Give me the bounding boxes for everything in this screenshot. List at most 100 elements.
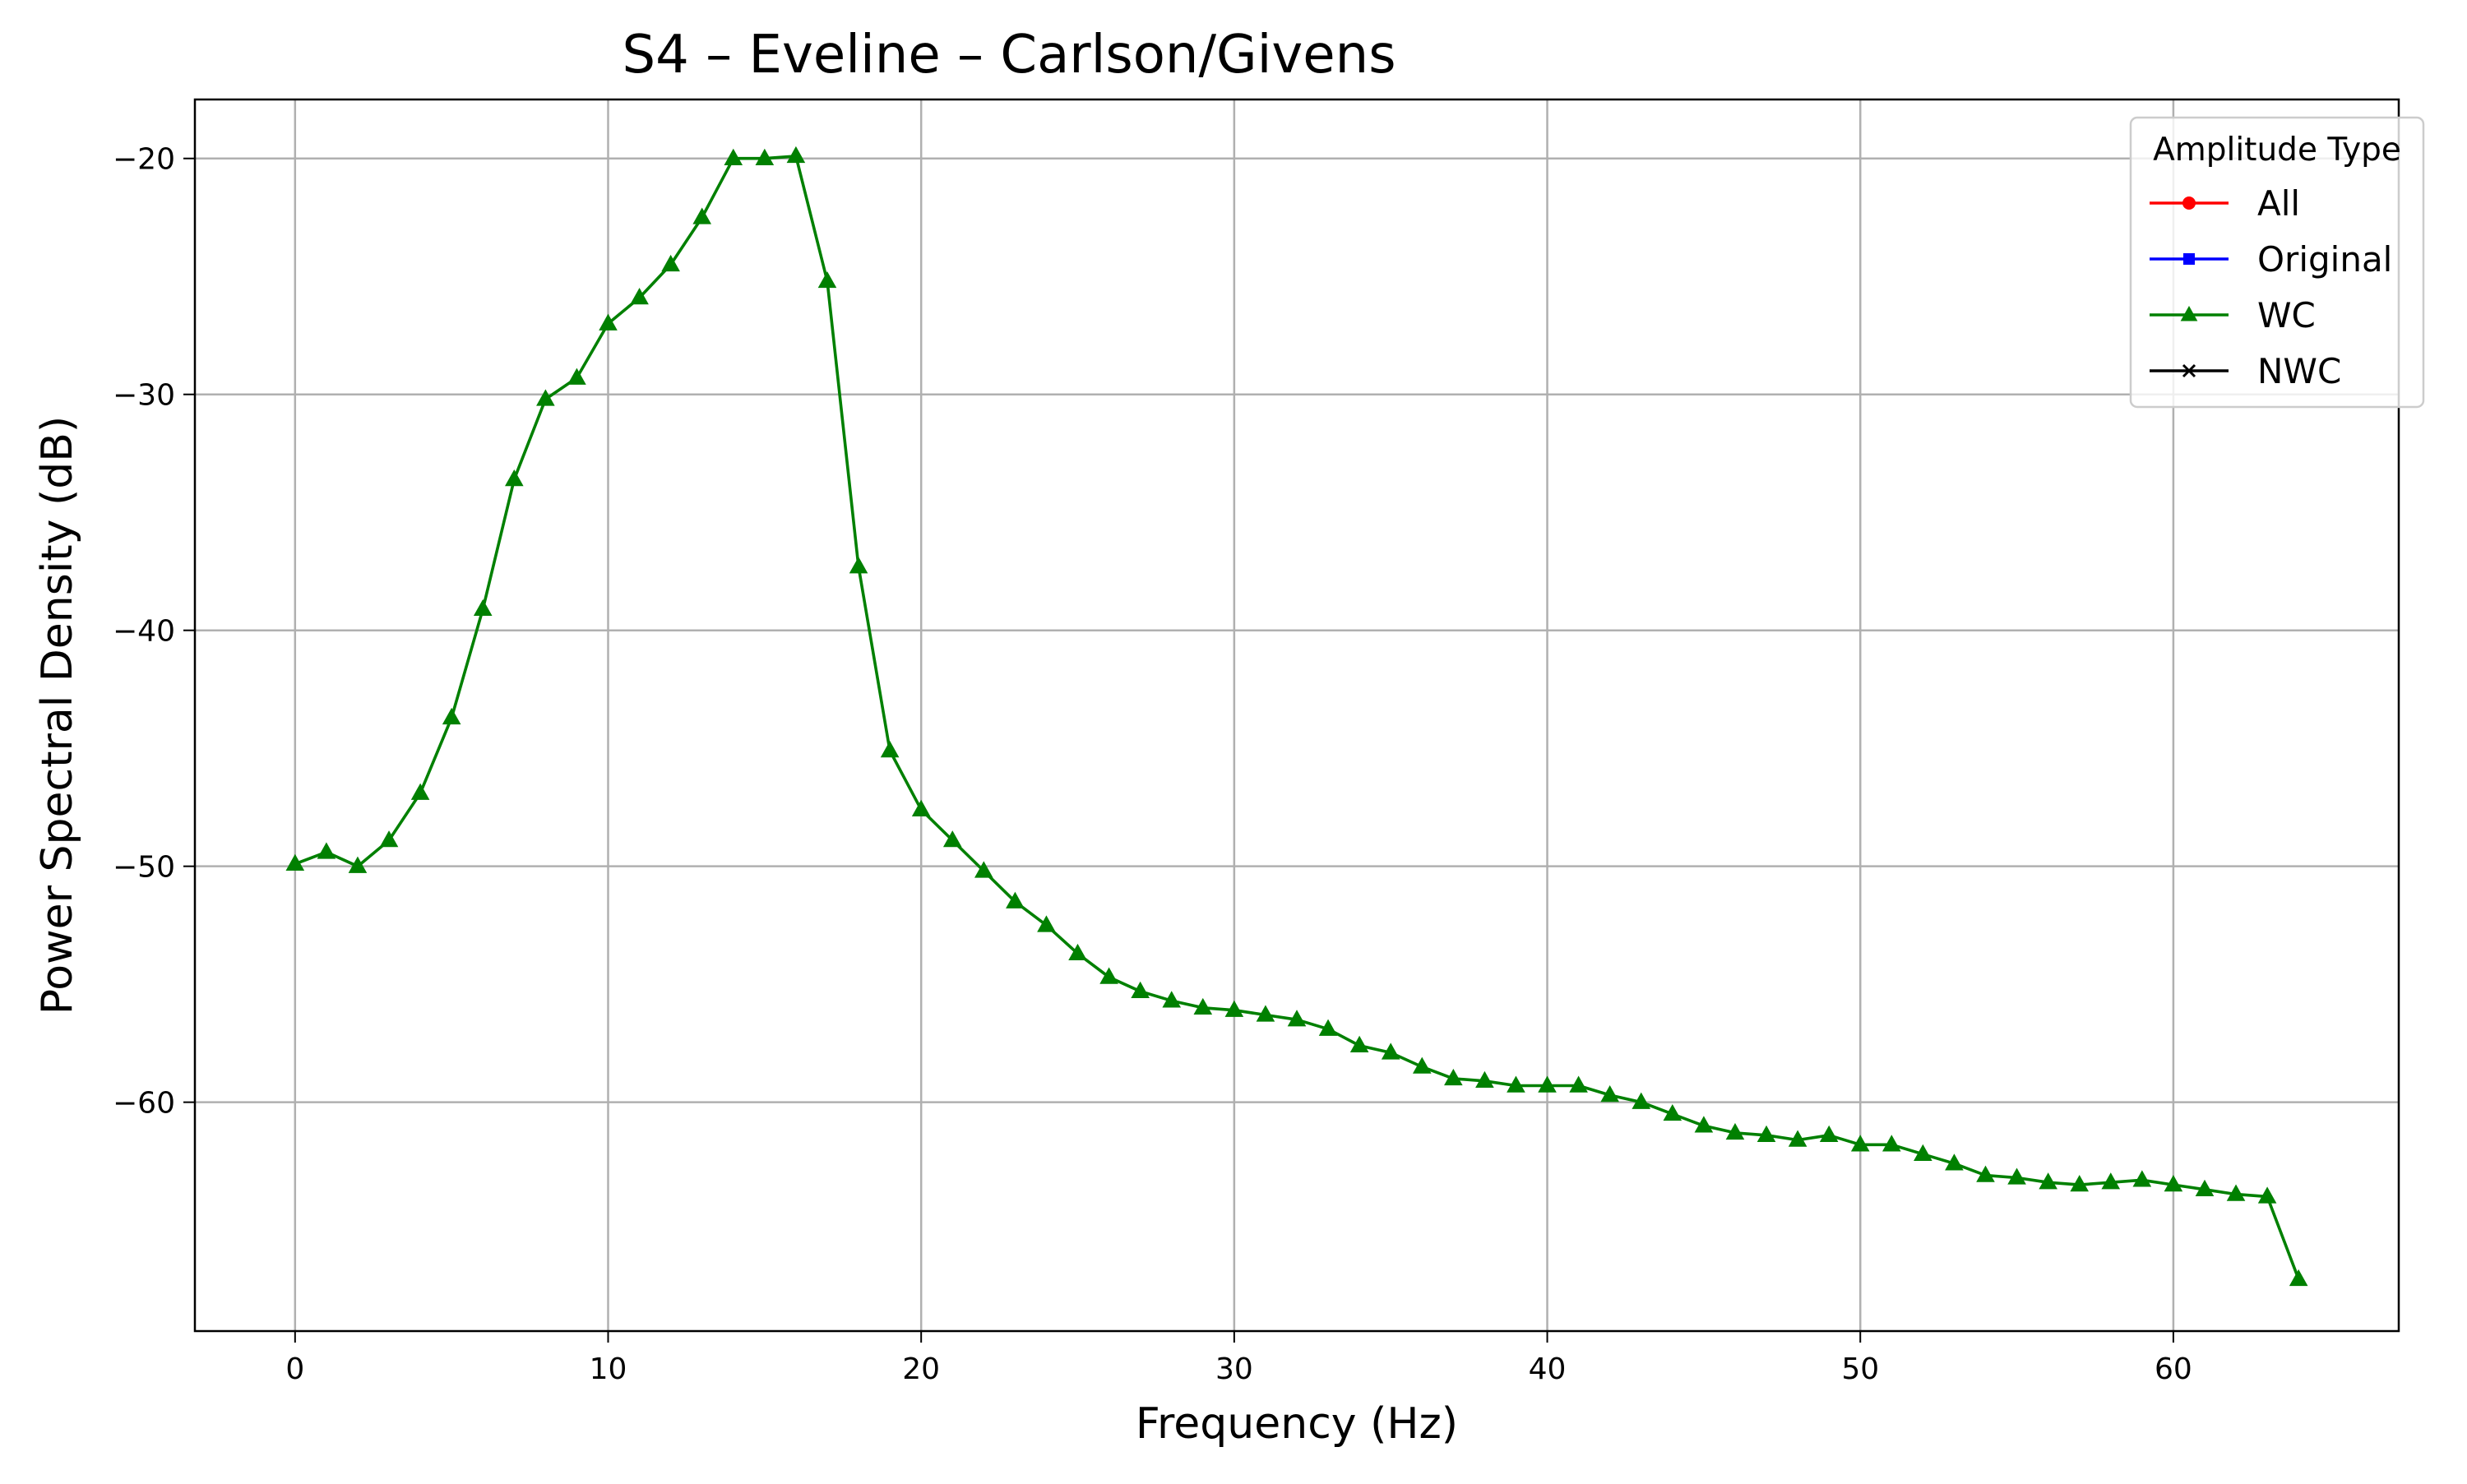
data-point: [536, 389, 555, 406]
y-tick-label: −60: [113, 1087, 175, 1121]
data-point: [849, 557, 868, 574]
data-point: [442, 707, 461, 725]
legend-label-original: Original: [2257, 239, 2392, 280]
data-point: [1600, 1085, 1619, 1103]
x-marker-stroke: [2182, 363, 2196, 378]
data-point: [1256, 1005, 1275, 1022]
data-point: [1475, 1070, 1494, 1089]
x-tick-label: 20: [902, 1352, 940, 1386]
data-point: [348, 856, 368, 873]
data-point: [1945, 1153, 1964, 1171]
data-point: [817, 270, 837, 289]
data-point: [2007, 1167, 2026, 1185]
data-point: [1757, 1125, 1776, 1143]
legend-box: [2129, 116, 2425, 409]
data-point: [1068, 943, 1087, 961]
plot-area-frame: [193, 98, 2400, 1333]
data-point: [2039, 1172, 2057, 1190]
y-axis-ticks: −20 −30 −40 −50 −60: [113, 143, 195, 1121]
data-point: [285, 853, 305, 871]
data-point: [1788, 1130, 1807, 1147]
data-point: [1318, 1019, 1338, 1036]
data-point: [1131, 981, 1150, 998]
data-point: [2101, 1172, 2121, 1190]
data-point: [1976, 1165, 1995, 1182]
data-point: [911, 799, 931, 816]
data-point: [1538, 1075, 1557, 1093]
data-point: [1914, 1144, 1932, 1161]
data-point: [1725, 1122, 1745, 1140]
data-point: [2289, 1269, 2308, 1287]
data-point: [1412, 1056, 1432, 1074]
legend-marker-nwc: [2182, 363, 2196, 378]
data-point: [786, 146, 806, 164]
y-tick-label: −30: [113, 379, 175, 413]
data-point: [1850, 1135, 1870, 1152]
data-point: [1224, 1000, 1244, 1017]
legend-entries: All Original WC NWC: [2150, 183, 2392, 391]
legend-title: Amplitude Type: [2153, 132, 2401, 169]
data-point: [2070, 1175, 2090, 1192]
data-point: [1819, 1125, 1839, 1143]
data-point: [880, 741, 900, 758]
data-point: [1632, 1092, 1651, 1109]
data-point: [755, 148, 775, 165]
x-tick-label: 60: [2155, 1352, 2192, 1386]
y-tick-label: −20: [113, 143, 175, 177]
x-tick-label: 50: [1841, 1352, 1879, 1386]
data-point: [379, 830, 399, 848]
data-point: [1569, 1075, 1588, 1093]
series-layer: [285, 146, 2308, 1287]
data-point: [942, 830, 962, 848]
y-tick-label: −50: [113, 851, 175, 885]
data-point: [2195, 1179, 2215, 1197]
data-point: [1287, 1010, 1307, 1027]
data-point: [1006, 891, 1025, 908]
data-point: [1162, 991, 1182, 1008]
y-tick-label: −40: [113, 615, 175, 649]
data-point: [1694, 1116, 1714, 1133]
data-point: [974, 861, 993, 878]
data-point: [1663, 1103, 1682, 1121]
data-point: [1099, 967, 1118, 984]
x-tick-label: 10: [590, 1352, 627, 1386]
legend-marker-original: [2183, 253, 2195, 265]
x-tick-label: 30: [1215, 1352, 1253, 1386]
legend: Amplitude Type All Original WC NWC: [2129, 116, 2425, 409]
data-point: [1193, 997, 1213, 1015]
x-tick-label: 40: [1529, 1352, 1567, 1386]
data-point: [2132, 1170, 2152, 1187]
data-point: [630, 288, 649, 305]
y-axis-label: Power Spectral Density (dB): [33, 416, 82, 1015]
data-point: [2226, 1184, 2246, 1201]
legend-label-nwc: NWC: [2257, 351, 2341, 391]
data-point: [2257, 1186, 2277, 1204]
x-axis-ticks: 0 10 20 30 40 50 60: [285, 1331, 2192, 1386]
data-point: [599, 313, 618, 331]
data-point: [724, 148, 743, 165]
data-point: [567, 368, 586, 385]
data-point: [1349, 1035, 1369, 1052]
x-tick-label: 0: [285, 1352, 304, 1386]
legend-marker-wc: [2180, 305, 2198, 321]
chart-title: S4 – Eveline – Carlson/Givens: [622, 25, 1395, 86]
data-point: [1881, 1135, 1901, 1152]
data-point: [473, 599, 493, 617]
data-point: [1507, 1075, 1525, 1093]
legend-marker-all: [2182, 196, 2196, 210]
x-axis-label: Frequency (Hz): [1136, 1399, 1458, 1449]
data-point: [1444, 1068, 1463, 1086]
data-point: [661, 254, 680, 272]
data-point: [1381, 1042, 1400, 1060]
data-point: [2164, 1175, 2183, 1192]
data-point: [504, 469, 524, 487]
data-point: [1037, 915, 1056, 932]
grid-lines: [195, 99, 2399, 1331]
legend-label-wc: WC: [2257, 295, 2316, 335]
data-point: [317, 842, 336, 859]
data-point: [410, 783, 430, 800]
data-point: [692, 207, 712, 224]
legend-label-all: All: [2257, 183, 2300, 224]
